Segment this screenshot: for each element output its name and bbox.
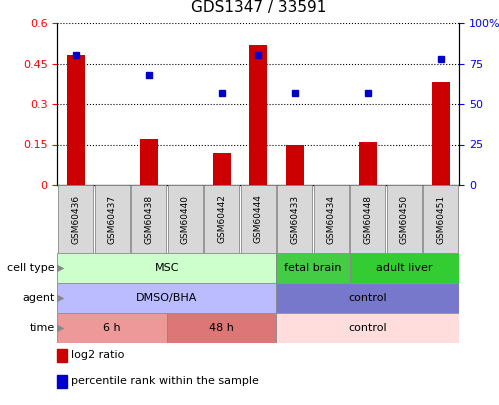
Text: GSM60436: GSM60436: [71, 194, 80, 243]
Bar: [57, 349, 67, 362]
Text: GSM60448: GSM60448: [363, 194, 372, 243]
Text: 6 h: 6 h: [103, 323, 121, 333]
FancyBboxPatch shape: [58, 185, 93, 253]
Text: cell type: cell type: [7, 263, 55, 273]
Text: control: control: [348, 293, 387, 303]
Text: fetal brain: fetal brain: [284, 263, 342, 273]
Text: GSM60440: GSM60440: [181, 194, 190, 243]
FancyBboxPatch shape: [57, 283, 276, 313]
Bar: [213, 153, 231, 185]
FancyBboxPatch shape: [276, 313, 459, 343]
Text: GSM60444: GSM60444: [253, 194, 263, 243]
Text: DMSO/BHA: DMSO/BHA: [136, 293, 198, 303]
Text: GDS1347 / 33591: GDS1347 / 33591: [191, 0, 326, 15]
Text: ▶: ▶: [57, 263, 64, 273]
FancyBboxPatch shape: [168, 185, 203, 253]
Text: GSM60450: GSM60450: [400, 194, 409, 243]
Text: time: time: [29, 323, 55, 333]
FancyBboxPatch shape: [276, 283, 459, 313]
Text: GSM60434: GSM60434: [327, 194, 336, 243]
FancyBboxPatch shape: [350, 185, 385, 253]
FancyBboxPatch shape: [57, 313, 167, 343]
Text: ▶: ▶: [57, 293, 64, 303]
FancyBboxPatch shape: [276, 253, 349, 283]
Bar: [359, 142, 377, 185]
Text: MSC: MSC: [155, 263, 179, 273]
FancyBboxPatch shape: [349, 253, 459, 283]
FancyBboxPatch shape: [387, 185, 422, 253]
Bar: [140, 139, 158, 185]
Text: adult liver: adult liver: [376, 263, 433, 273]
Text: GSM60438: GSM60438: [144, 194, 153, 243]
Text: GSM60437: GSM60437: [108, 194, 117, 243]
FancyBboxPatch shape: [57, 253, 276, 283]
Text: ▶: ▶: [57, 323, 64, 333]
FancyBboxPatch shape: [167, 313, 276, 343]
Bar: [285, 145, 304, 185]
Text: agent: agent: [22, 293, 55, 303]
FancyBboxPatch shape: [314, 185, 349, 253]
Bar: [249, 45, 267, 185]
Text: GSM60433: GSM60433: [290, 194, 299, 243]
Text: GSM60451: GSM60451: [436, 194, 445, 243]
FancyBboxPatch shape: [131, 185, 166, 253]
Text: percentile rank within the sample: percentile rank within the sample: [71, 376, 259, 386]
Text: 48 h: 48 h: [209, 323, 234, 333]
Bar: [57, 375, 67, 388]
FancyBboxPatch shape: [204, 185, 239, 253]
Bar: [66, 55, 85, 185]
FancyBboxPatch shape: [241, 185, 276, 253]
FancyBboxPatch shape: [277, 185, 312, 253]
Text: GSM60442: GSM60442: [217, 194, 226, 243]
Bar: [432, 82, 450, 185]
FancyBboxPatch shape: [95, 185, 130, 253]
Text: log2 ratio: log2 ratio: [71, 350, 125, 360]
FancyBboxPatch shape: [423, 185, 459, 253]
Text: control: control: [348, 323, 387, 333]
